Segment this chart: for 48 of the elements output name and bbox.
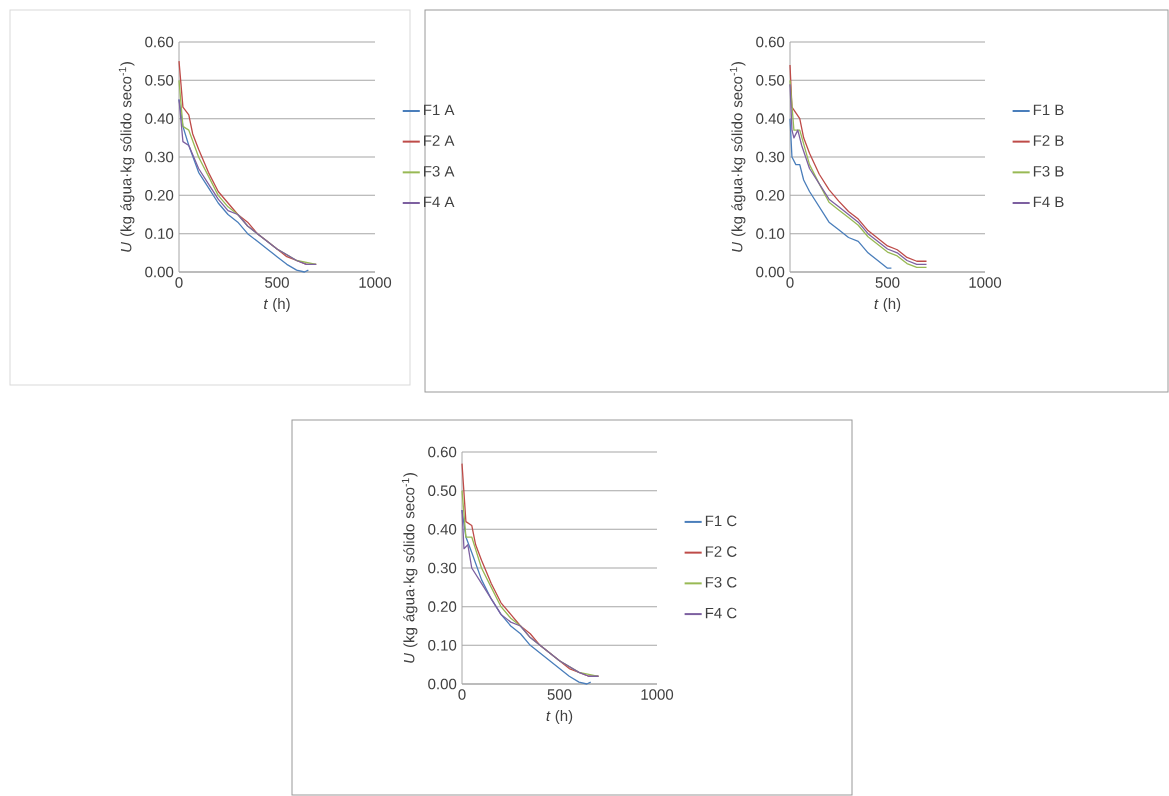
- y-tick-label: 0.20: [428, 601, 457, 612]
- y-tick-label: 0.30: [145, 151, 174, 163]
- x-tick-label: 500: [547, 689, 572, 700]
- y-tick-label: 0.30: [428, 562, 457, 574]
- x-tick-label: 0: [786, 277, 794, 288]
- y-tick-label: 0.50: [756, 75, 785, 86]
- y-axis-title: U (kg água·kg sólido seco$^{-1}$): [729, 62, 746, 252]
- x-tick-label: 0: [458, 689, 466, 700]
- x-tick-label: 1000: [641, 689, 674, 700]
- y-tick-label: 0.40: [428, 524, 457, 535]
- legend-label: F2 A: [424, 135, 455, 146]
- x-axis-title: t (h): [874, 298, 901, 312]
- y-tick-label: 0.10: [145, 228, 174, 239]
- legend-label: F1 C: [705, 515, 737, 527]
- legend-label: F2 B: [1033, 135, 1064, 146]
- y-tick-label: 0.00: [756, 266, 785, 278]
- legend-label: F1 A: [424, 104, 455, 116]
- y-tick-label: 0.00: [428, 678, 457, 690]
- y-tick-label: 0.10: [428, 640, 457, 651]
- legend-label: F1 B: [1033, 104, 1064, 116]
- legend-label: F3 B: [1033, 165, 1064, 177]
- legend-label: F2 C: [705, 546, 737, 557]
- y-tick-label: 0.40: [756, 113, 785, 124]
- legend-label: F3 C: [705, 577, 737, 588]
- legend-label: F4 A: [424, 196, 455, 208]
- y-tick-label: 0.20: [756, 190, 785, 201]
- y-tick-label: 0.10: [756, 228, 785, 239]
- legend-label: F3 A: [424, 165, 455, 177]
- x-tick-label: 0: [175, 277, 183, 288]
- y-tick-label: 0.60: [756, 36, 785, 48]
- x-axis-title: t (h): [546, 710, 573, 724]
- y-tick-label: 0.20: [145, 190, 174, 201]
- y-tick-label: 0.50: [145, 75, 174, 86]
- x-tick-label: 1000: [359, 277, 392, 288]
- x-tick-label: 500: [265, 277, 289, 288]
- x-tick-label: 500: [875, 277, 900, 288]
- y-tick-label: 0.60: [145, 36, 174, 48]
- y-tick-label: 0.40: [145, 113, 174, 124]
- y-tick-label: 0.00: [145, 266, 174, 278]
- legend-label: F4 C: [705, 607, 737, 619]
- y-axis-title: U (kg água·kg sólido seco$^{-1}$): [118, 62, 135, 252]
- y-tick-label: 0.50: [428, 485, 457, 496]
- legend-label: F4 B: [1033, 196, 1064, 208]
- x-axis-title: t (h): [264, 298, 290, 312]
- y-tick-label: 0.30: [756, 151, 785, 163]
- y-axis-title: U (kg água·kg sólido seco$^{-1}$): [401, 473, 418, 663]
- y-tick-label: 0.60: [428, 446, 457, 458]
- x-tick-label: 1000: [969, 277, 1002, 288]
